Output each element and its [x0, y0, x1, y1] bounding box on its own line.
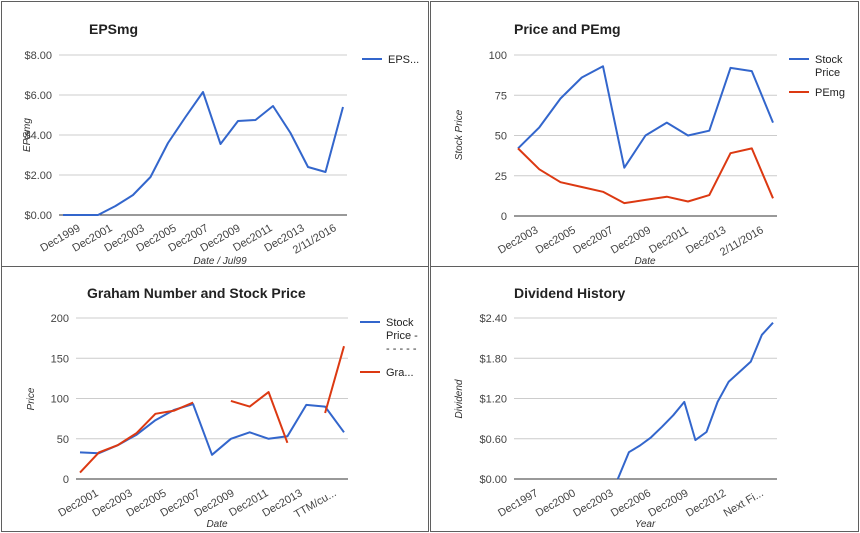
x-tick-label: Dec2007	[571, 224, 615, 256]
y-tick-label: $1.20	[479, 394, 507, 406]
series-line-1	[517, 147, 774, 205]
y-tick-label: 0	[63, 474, 69, 486]
graham-chart-panel: Graham Number and Stock Price 0 50 100 150 20…	[1, 266, 429, 532]
legend-label: EPS...	[388, 54, 419, 66]
y-tick-label: $2.00	[24, 170, 52, 182]
series-line-1	[79, 401, 194, 474]
legend-label: PEmg	[815, 87, 845, 99]
y-tick-label: $8.00	[24, 50, 52, 62]
y-tick-label: $6.00	[24, 90, 52, 102]
x-tick-label: Dec2003	[496, 224, 540, 256]
y-tick-label: $2.40	[479, 313, 507, 325]
x-tick-label: Dec2011	[647, 224, 690, 256]
x-axis-label: Year	[635, 519, 656, 530]
y-tick-label: 25	[495, 171, 507, 183]
y-axis-label: Price	[26, 387, 37, 410]
legend-label: Gra...	[386, 367, 414, 379]
y-axis-label: EPSmg	[22, 118, 33, 152]
y-tick-label: 200	[51, 313, 69, 325]
y-tick-label: $1.80	[479, 353, 507, 365]
legend-label: Price -	[386, 330, 418, 342]
x-axis-label: Date / Jul99	[193, 256, 247, 267]
chart-title: Dividend History	[514, 285, 625, 301]
series-line-0	[79, 403, 345, 456]
y-tick-label: 0	[501, 211, 507, 223]
x-tick-label: Dec2009	[646, 487, 690, 519]
x-tick-label: Dec2006	[609, 487, 653, 519]
legend-label: Stock	[386, 317, 414, 329]
series-line-0	[616, 322, 774, 480]
y-tick-label: $0.00	[24, 210, 52, 222]
legend-label: Stock Price	[815, 54, 843, 79]
x-tick-label: Dec1997	[496, 487, 540, 519]
y-tick-label: 150	[51, 353, 69, 365]
x-tick-label: Dec2003	[571, 487, 615, 519]
x-tick-label: Dec2012	[684, 487, 728, 519]
price-pe-chart-panel: Price and PEmg 0 25 50 75 100 Dec2003 Dec2005 De…	[430, 1, 859, 267]
y-axis-label: Dividend	[454, 379, 465, 418]
y-tick-label: 50	[495, 131, 507, 143]
x-tick-label: Dec2005	[534, 224, 578, 256]
y-tick-label: 100	[51, 394, 69, 406]
y-tick-label: $4.00	[24, 130, 52, 142]
dividend-chart-panel: Dividend History $0.00 $0.60 $1.20 $1.80 $2.4…	[430, 266, 859, 532]
x-tick-label: 2/11/2016	[718, 224, 766, 258]
y-tick-label: 75	[495, 90, 507, 102]
price-pe-chart: Price and PEmg0255075100Dec2003Dec2005De…	[454, 21, 845, 267]
dividend-chart: Dividend History $0.00 $0.60 $1.20 $1.80 $2.4…	[454, 285, 777, 530]
legend-label: - - - - -	[386, 343, 417, 355]
y-tick-label: 100	[489, 50, 507, 62]
y-tick-label: $0.00	[479, 474, 507, 486]
chart-title: Price and PEmg	[514, 21, 621, 37]
x-tick-label: Dec2009	[609, 224, 653, 256]
y-tick-label: 50	[57, 434, 69, 446]
chart-title: Graham Number and Stock Price	[87, 285, 306, 301]
series-line-1	[230, 391, 289, 444]
x-axis-label: Date	[206, 519, 228, 530]
chart-title: EPSmg	[89, 21, 138, 37]
series-line-1	[324, 345, 345, 414]
graham-chart: Graham Number and Stock Price 0 50 100 150 20…	[26, 285, 418, 530]
y-axis-label: Stock Price	[454, 109, 465, 160]
x-axis-label: Date	[634, 256, 656, 267]
series-line-0	[517, 65, 774, 169]
y-tick-label: $0.60	[479, 434, 507, 446]
series-line-0	[63, 91, 344, 216]
eps-chart-panel: EPSmg $0.00 $2.00 $4.00 $6.00 $8.00 Dec1999 Dec…	[1, 1, 429, 267]
x-tick-label: Next Fi...	[722, 487, 766, 519]
eps-chart: EPSmg$0.00$2.00$4.00$6.00$8.00Dec1999Dec…	[22, 21, 419, 267]
x-tick-label: Dec2000	[534, 487, 578, 519]
